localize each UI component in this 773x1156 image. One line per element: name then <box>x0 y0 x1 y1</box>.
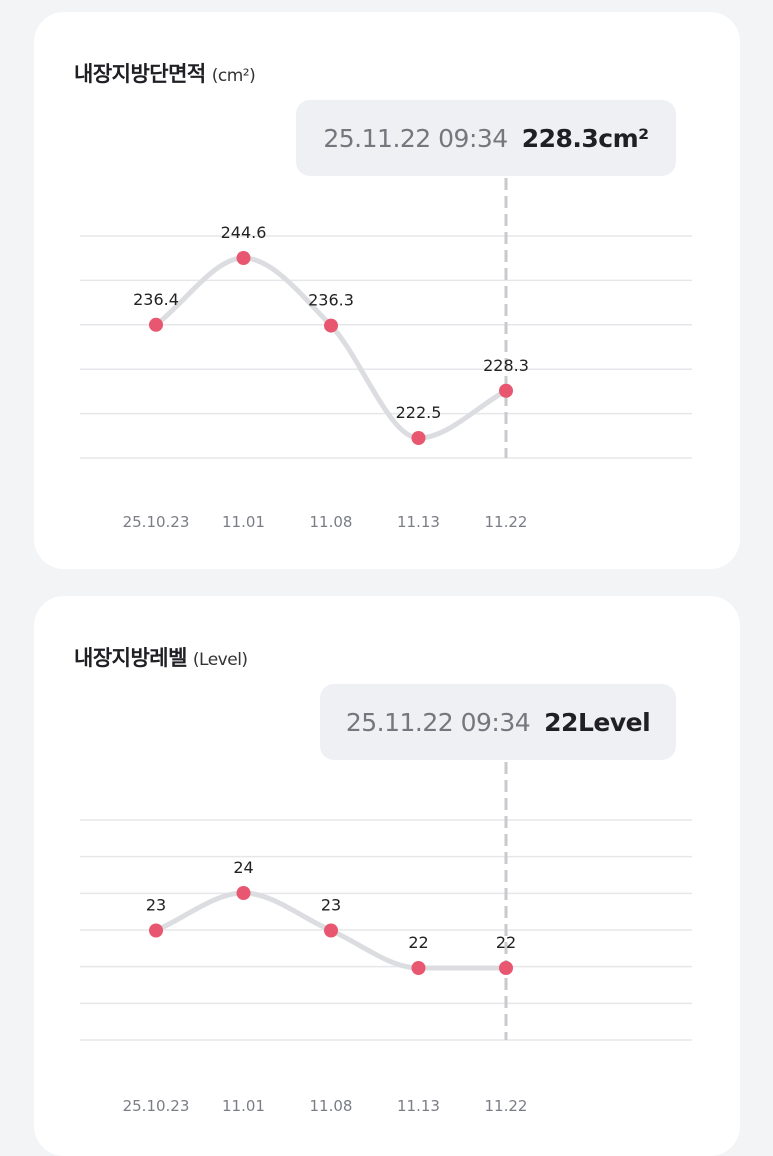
data-point <box>324 318 338 333</box>
card-title: 내장지방단면적 (cm²) <box>74 58 256 88</box>
data-label: 22 <box>408 933 428 952</box>
x-tick-label: 11.08 <box>310 513 353 531</box>
data-label: 24 <box>233 858 253 877</box>
card-title: 내장지방레벨 (Level) <box>74 642 248 672</box>
x-tick-label: 11.22 <box>485 513 528 531</box>
card-title-unit: (cm²) <box>211 66 256 86</box>
data-label: 222.5 <box>396 403 442 422</box>
tooltip-date: 25.11.22 09:34 <box>345 707 531 737</box>
data-label: 23 <box>321 896 341 915</box>
x-tick-label: 25.10.23 <box>123 1097 190 1115</box>
data-point <box>499 961 513 975</box>
data-point <box>411 961 426 975</box>
data-label: 22 <box>496 933 516 952</box>
x-tick-label: 11.01 <box>222 513 265 531</box>
chart-tooltip: 25.11.22 09:34 228.3cm² <box>296 100 676 176</box>
tooltip-date: 25.11.22 09:34 <box>323 123 508 153</box>
series-line <box>153 255 509 441</box>
tooltip-value: 22Level <box>544 707 651 737</box>
data-point <box>149 923 163 938</box>
line-chart[interactable]: 236.4 244.6 236.3 222.5 228.3 25.10.23 11.01 11… <box>34 12 740 569</box>
x-tick-label: 11.01 <box>222 1097 265 1115</box>
tooltip-value: 228.3cm² <box>521 123 649 153</box>
data-point <box>149 317 163 332</box>
visceral-fat-level-card: 내장지방레벨 (Level) 25.11.22 09:34 22Level 23 2… <box>34 596 740 1156</box>
data-point <box>499 383 513 398</box>
data-label: 236.3 <box>308 291 354 310</box>
data-point <box>411 431 426 445</box>
x-tick-label: 11.13 <box>397 513 440 531</box>
data-point <box>236 886 251 900</box>
data-label: 23 <box>146 896 166 915</box>
x-tick-label: 11.13 <box>397 1097 440 1115</box>
x-tick-label: 11.22 <box>485 1097 528 1115</box>
data-label: 236.4 <box>133 290 179 309</box>
data-point <box>236 251 251 265</box>
visceral-fat-area-card: 내장지방단면적 (cm²) 25.11.22 09:34 228.3cm² 236… <box>34 12 740 569</box>
x-tick-label: 11.08 <box>310 1097 353 1115</box>
data-label: 228.3 <box>483 356 529 375</box>
x-tick-label: 25.10.23 <box>123 513 190 531</box>
card-title-text: 내장지방레벨 <box>74 646 187 670</box>
data-point <box>324 923 338 938</box>
card-title-unit: (Level) <box>192 650 248 670</box>
chart-tooltip: 25.11.22 09:34 22Level <box>320 684 676 760</box>
line-chart[interactable]: 23 24 23 22 22 25.10.23 11.01 11.08 11.13 11.22 <box>34 596 740 1127</box>
card-title-text: 내장지방단면적 <box>74 62 206 86</box>
data-label: 244.6 <box>221 223 267 242</box>
